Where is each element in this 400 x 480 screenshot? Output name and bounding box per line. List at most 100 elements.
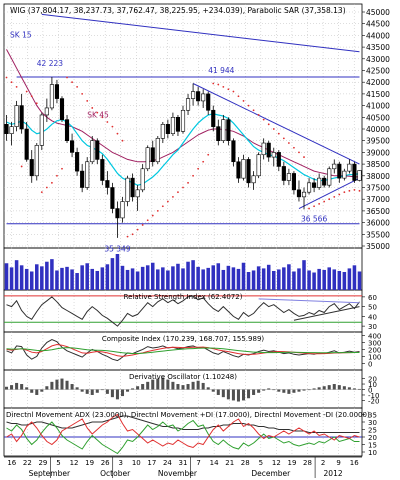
sar-point [76, 85, 79, 88]
y-tick-label: 37000 [366, 195, 390, 204]
oscillator-bar [161, 377, 165, 390]
sar-point [298, 151, 300, 154]
sar-point [45, 186, 48, 189]
candle-body [64, 119, 70, 141]
candle-body [150, 147, 155, 163]
volume-bar [90, 268, 95, 290]
sar-point [202, 160, 205, 163]
oscillator-bar [45, 386, 49, 390]
y-tick-label: 60 [368, 294, 377, 302]
volume-bar [342, 272, 347, 290]
oscillator-bar [267, 388, 271, 390]
sar-point [51, 181, 53, 184]
sar-point [343, 191, 346, 194]
oscillator-bar [352, 388, 356, 390]
volume-bar [317, 268, 321, 290]
oscillator-bar [146, 381, 150, 390]
oscillator-bar [181, 385, 185, 390]
candle-body [85, 161, 90, 188]
y-tick-label: 30 [368, 419, 377, 427]
oscillator-bar [131, 388, 135, 390]
oscillator-bar [15, 382, 19, 390]
sar-point [25, 90, 28, 93]
volume-bar [120, 265, 125, 290]
candle-body [261, 142, 266, 156]
x-tick-label: 24 [163, 459, 172, 467]
sar-point [348, 189, 351, 192]
oscillator-bar [347, 387, 351, 390]
price-annotation: SK 45 [87, 110, 109, 119]
indicator-series-0 [6, 415, 360, 433]
x-tick-label: 5 [56, 459, 60, 467]
oscillator-bar [216, 389, 220, 395]
volume-bar [60, 267, 64, 290]
sar-point [172, 195, 174, 198]
y-tick-label: 42000 [366, 78, 390, 87]
volume-bar [322, 269, 326, 290]
oscillator-bar [90, 389, 94, 395]
volume-bar [35, 264, 39, 290]
oscillator-bar [247, 389, 251, 399]
oscillator-bar [20, 384, 24, 390]
candle-body [180, 109, 186, 132]
x-tick-label: 3 [119, 459, 123, 467]
oscillator-bar [226, 389, 230, 400]
candle-body [246, 159, 251, 184]
x-tick-label: 28 [303, 459, 312, 467]
candle-body [14, 105, 19, 127]
candle-body [301, 191, 307, 198]
candle-body [110, 187, 115, 209]
volume-bar [191, 260, 195, 290]
y-tick-label: 40 [368, 313, 377, 321]
oscillator-bar [211, 389, 215, 392]
y-tick-label: 0 [368, 360, 372, 368]
candle-body [75, 152, 80, 172]
x-tick-label: 10 [132, 459, 141, 467]
candle-body [9, 126, 14, 134]
oscillator-bar [307, 389, 311, 391]
x-tick-label: 12 [272, 459, 281, 467]
x-tick-label: 14 [210, 459, 219, 467]
sar-point [328, 198, 331, 201]
oscillator-bar [5, 386, 9, 390]
price-annotation: 42 223 [37, 59, 63, 68]
candle-body [337, 163, 342, 179]
sar-point [182, 186, 184, 189]
volume-bar [327, 267, 331, 290]
volume-bar [14, 260, 19, 290]
volume-bar [201, 269, 205, 290]
candle-body [312, 182, 317, 188]
oscillator-bar [297, 389, 301, 392]
volume-bar [206, 267, 210, 290]
candle-body [19, 105, 24, 130]
y-tick-label: 400 [368, 332, 381, 340]
trendline-falling [192, 83, 360, 165]
candle-body [170, 117, 175, 134]
candle-body [241, 159, 246, 179]
candle-body [322, 177, 327, 186]
volume-bar [241, 262, 246, 290]
sar-point [20, 165, 23, 168]
volume-bar [55, 270, 59, 290]
volume-bar [9, 267, 14, 290]
oscillator-bar [176, 384, 180, 390]
volume-bar [181, 268, 185, 290]
oscillator-bar [342, 386, 346, 390]
y-tick-label: -10 [368, 392, 379, 400]
volume-bar [266, 264, 271, 290]
volume-bar [100, 267, 105, 290]
volume-bar [287, 264, 291, 290]
candle-body [34, 145, 39, 177]
candle-body [191, 91, 196, 99]
sar-point [66, 76, 68, 79]
candle-body [276, 152, 281, 167]
oscillator-bar [35, 389, 39, 395]
volume-bar [312, 272, 316, 290]
y-tick-label: 20 [368, 376, 377, 384]
candle-body [342, 170, 347, 179]
oscillator-bar [357, 388, 361, 390]
oscillator-bar [151, 379, 155, 390]
sar-point [15, 85, 18, 88]
indicator-title: Directnl Movement ADX (23.0000), Directn… [6, 411, 370, 419]
indicator-trendline [258, 298, 360, 304]
